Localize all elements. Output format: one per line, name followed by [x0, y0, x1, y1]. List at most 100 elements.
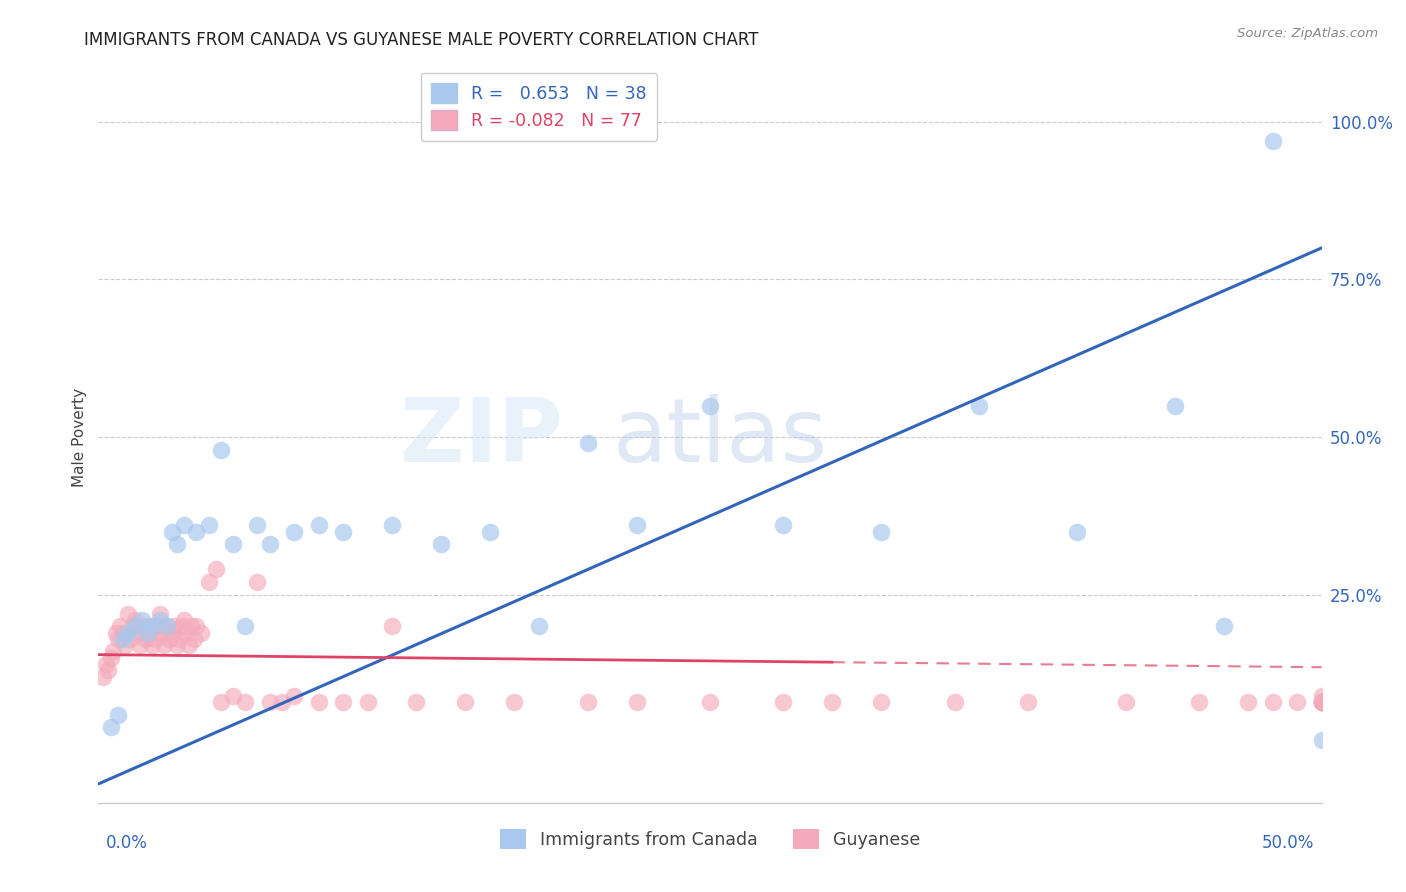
Point: [222, 689, 245, 703]
Point: [156, 619, 179, 633]
Point: [233, 619, 256, 633]
Point: [1237, 695, 1260, 709]
Point: [149, 607, 172, 621]
Point: [173, 518, 195, 533]
Point: [332, 524, 354, 539]
Point: [153, 638, 176, 652]
Point: [136, 619, 159, 633]
Point: [246, 518, 269, 533]
Point: [186, 619, 208, 633]
Point: [1310, 695, 1333, 709]
Point: [356, 695, 378, 709]
Point: [1310, 732, 1333, 747]
Point: [111, 625, 134, 640]
Point: [156, 619, 179, 633]
Point: [283, 689, 305, 703]
Text: 50.0%: 50.0%: [1263, 834, 1315, 852]
Point: [308, 518, 330, 533]
Point: [139, 625, 162, 640]
Point: [180, 619, 202, 633]
Point: [197, 575, 219, 590]
Point: [166, 638, 188, 652]
Point: [503, 695, 526, 709]
Point: [699, 695, 721, 709]
Point: [1188, 695, 1211, 709]
Point: [1261, 695, 1284, 709]
Point: [270, 695, 294, 709]
Point: [576, 695, 599, 709]
Point: [1164, 399, 1187, 413]
Point: [246, 575, 269, 590]
Point: [1261, 134, 1284, 148]
Point: [233, 695, 256, 709]
Point: [173, 613, 195, 627]
Point: [821, 695, 844, 709]
Point: [870, 695, 893, 709]
Point: [259, 695, 281, 709]
Point: [190, 625, 212, 640]
Point: [209, 695, 232, 709]
Point: [259, 537, 281, 551]
Point: [121, 619, 143, 633]
Legend: Immigrants from Canada, Guyanese: Immigrants from Canada, Guyanese: [494, 822, 927, 856]
Point: [1286, 695, 1309, 709]
Point: [141, 638, 163, 652]
Point: [100, 720, 122, 734]
Point: [104, 625, 127, 640]
Point: [117, 607, 139, 621]
Point: [150, 625, 173, 640]
Text: IMMIGRANTS FROM CANADA VS GUYANESE MALE POVERTY CORRELATION CHART: IMMIGRANTS FROM CANADA VS GUYANESE MALE …: [84, 31, 759, 49]
Point: [197, 518, 219, 533]
Point: [222, 537, 245, 551]
Point: [1066, 524, 1088, 539]
Point: [772, 518, 794, 533]
Point: [100, 650, 122, 665]
Point: [626, 518, 648, 533]
Point: [114, 638, 136, 652]
Point: [136, 625, 159, 640]
Text: Source: ZipAtlas.com: Source: ZipAtlas.com: [1237, 27, 1378, 40]
Point: [127, 625, 149, 640]
Point: [134, 632, 156, 646]
Point: [97, 664, 120, 678]
Point: [177, 638, 200, 652]
Point: [772, 695, 794, 709]
Point: [308, 695, 330, 709]
Point: [1310, 695, 1333, 709]
Y-axis label: Male Poverty: Male Poverty: [72, 387, 87, 487]
Point: [1310, 695, 1333, 709]
Point: [967, 399, 990, 413]
Point: [167, 632, 190, 646]
Point: [91, 670, 114, 684]
Point: [149, 613, 172, 627]
Point: [131, 613, 153, 627]
Point: [478, 524, 501, 539]
Point: [626, 695, 648, 709]
Point: [576, 436, 599, 450]
Point: [186, 524, 208, 539]
Point: [1310, 695, 1333, 709]
Point: [111, 632, 134, 646]
Point: [131, 619, 153, 633]
Point: [209, 442, 232, 457]
Point: [117, 625, 139, 640]
Point: [405, 695, 427, 709]
Point: [107, 707, 129, 722]
Point: [129, 638, 152, 652]
Point: [166, 537, 188, 551]
Point: [430, 537, 453, 551]
Point: [381, 619, 404, 633]
Point: [124, 613, 146, 627]
Point: [205, 562, 228, 576]
Point: [870, 524, 893, 539]
Point: [146, 619, 169, 633]
Point: [141, 619, 163, 633]
Point: [381, 518, 404, 533]
Point: [160, 625, 183, 640]
Point: [332, 695, 354, 709]
Point: [124, 619, 146, 633]
Point: [1310, 695, 1333, 709]
Point: [163, 619, 186, 633]
Point: [1115, 695, 1137, 709]
Point: [107, 632, 129, 646]
